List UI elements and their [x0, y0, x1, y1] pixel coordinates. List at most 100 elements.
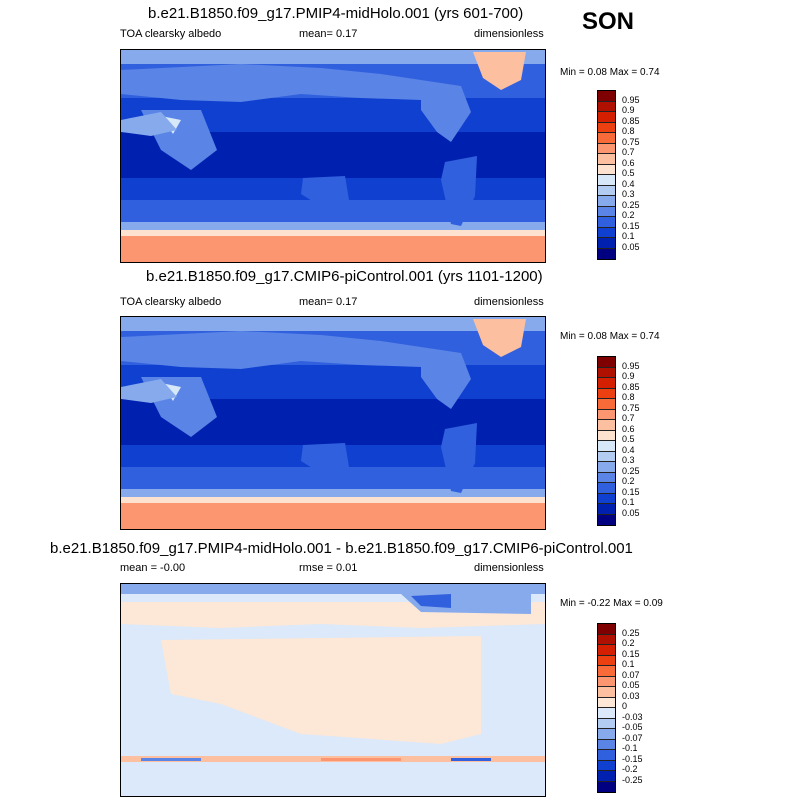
- panel-title: b.e21.B1850.f09_g17.PMIP4-midHolo.001 (y…: [148, 5, 524, 22]
- colorbar-swatch: [598, 91, 615, 102]
- colorbar-tick-label: 0.25: [622, 199, 640, 210]
- map-field: [121, 317, 545, 529]
- colorbar-tick-label: 0.25: [622, 465, 640, 476]
- minmax-label: Min = 0.08 Max = 0.74: [560, 331, 660, 342]
- colorbar-swatch: [598, 718, 615, 729]
- albedo-map: [120, 316, 546, 530]
- colorbar: [597, 90, 616, 260]
- colorbar-tick-label: -0.03: [622, 711, 643, 722]
- colorbar-swatch: [598, 739, 615, 750]
- colorbar-tick-label: 0.3: [622, 455, 635, 465]
- colorbar-swatch: [598, 185, 615, 196]
- mean-label: mean= 0.17: [299, 28, 358, 40]
- colorbar-tick-label: 0.2: [622, 210, 635, 220]
- colorbar-swatch: [598, 133, 615, 144]
- colorbar-tick-label: 0.1: [622, 231, 635, 241]
- variable-label: TOA clearsky albedo: [120, 28, 222, 40]
- panel-title: b.e21.B1850.f09_g17.PMIP4-midHolo.001 - …: [50, 540, 633, 557]
- colorbar: [597, 623, 616, 793]
- colorbar-tick-label: 0.1: [622, 659, 635, 669]
- minmax-label: Min = -0.22 Max = 0.09: [560, 598, 663, 609]
- colorbar-swatch: [598, 781, 615, 792]
- colorbar-swatch: [598, 472, 615, 483]
- colorbar-swatch: [598, 655, 615, 666]
- colorbar-tick-label: -0.05: [622, 722, 643, 732]
- colorbar-tick-label: 0.03: [622, 690, 640, 701]
- colorbar-swatch: [598, 409, 615, 420]
- colorbar-swatch: [598, 122, 615, 133]
- colorbar-swatch: [598, 483, 615, 494]
- colorbar-tick-label: 0.07: [622, 669, 640, 680]
- colorbar-tick-label: 0.5: [622, 168, 635, 178]
- colorbar-swatch: [598, 388, 615, 399]
- colorbar-swatch: [598, 760, 615, 771]
- colorbar-tick-label: 0.85: [622, 381, 640, 392]
- colorbar-tick-label: 0: [622, 701, 628, 711]
- colorbar-swatch: [598, 624, 615, 635]
- colorbar: [597, 356, 616, 526]
- colorbar-swatch: [598, 666, 615, 677]
- colorbar-tick-label: 0.6: [622, 157, 635, 168]
- colorbar-swatch: [598, 101, 615, 112]
- colorbar-tick-label: 0.15: [622, 648, 640, 659]
- colorbar-tick-label: 0.05: [622, 680, 640, 690]
- colorbar-tick-label: 0.4: [622, 444, 635, 455]
- units-label: dimensionless: [474, 28, 544, 40]
- colorbar-swatch: [598, 196, 615, 207]
- colorbar-swatch: [598, 697, 615, 708]
- colorbar-swatch: [598, 112, 615, 123]
- colorbar-tick-label: -0.07: [622, 732, 643, 743]
- colorbar-swatch: [598, 493, 615, 504]
- colorbar-tick-label: -0.15: [622, 753, 643, 764]
- colorbar-tick-label: 0.7: [622, 413, 635, 423]
- colorbar-swatch: [598, 378, 615, 389]
- colorbar-swatch: [598, 248, 615, 259]
- difference-map: [120, 583, 546, 797]
- colorbar-tick-label: 0.5: [622, 434, 635, 444]
- colorbar-tick-label: 0.6: [622, 423, 635, 434]
- colorbar-swatch: [598, 634, 615, 645]
- map-field: [121, 584, 545, 796]
- colorbar-swatch: [598, 420, 615, 431]
- colorbar-swatch: [598, 154, 615, 165]
- colorbar-tick-label: 0.3: [622, 189, 635, 199]
- colorbar-swatch: [598, 441, 615, 452]
- units-label: dimensionless: [474, 562, 544, 574]
- units-label: dimensionless: [474, 296, 544, 308]
- colorbar-swatch: [598, 238, 615, 249]
- map-field: [121, 50, 545, 262]
- colorbar-swatch: [598, 164, 615, 175]
- colorbar-swatch: [598, 357, 615, 368]
- colorbar-tick-label: 0.05: [622, 241, 640, 252]
- colorbar-tick-label: -0.1: [622, 743, 638, 753]
- variable-label: TOA clearsky albedo: [120, 296, 222, 308]
- colorbar-swatch: [598, 687, 615, 698]
- colorbar-tick-label: 0.85: [622, 115, 640, 126]
- colorbar-tick-label: -0.2: [622, 764, 638, 774]
- colorbar-swatch: [598, 206, 615, 217]
- colorbar-tick-label: 0.7: [622, 147, 635, 157]
- colorbar-tick-label: 0.95: [622, 94, 640, 105]
- colorbar-tick-label: 0.15: [622, 486, 640, 497]
- colorbar-swatch: [598, 227, 615, 238]
- season-label: SON: [582, 8, 635, 35]
- colorbar-tick-label: 0.8: [622, 392, 635, 402]
- colorbar-swatch: [598, 645, 615, 656]
- colorbar-tick-label: 0.25: [622, 627, 640, 638]
- colorbar-tick-label: 0.2: [622, 476, 635, 486]
- colorbar-swatch: [598, 514, 615, 525]
- minmax-label: Min = 0.08 Max = 0.74: [560, 67, 660, 78]
- colorbar-tick-label: 0.4: [622, 178, 635, 189]
- mean-label: mean = -0.00: [120, 562, 186, 574]
- colorbar-tick-label: 0.15: [622, 220, 640, 231]
- colorbar-tick-label: 0.75: [622, 402, 640, 413]
- colorbar-swatch: [598, 462, 615, 473]
- colorbar-swatch: [598, 504, 615, 515]
- colorbar-swatch: [598, 143, 615, 154]
- colorbar-swatch: [598, 771, 615, 782]
- panel-title: b.e21.B1850.f09_g17.CMIP6-piControl.001 …: [146, 268, 543, 285]
- colorbar-swatch: [598, 729, 615, 740]
- colorbar-swatch: [598, 451, 615, 462]
- albedo-map: [120, 49, 546, 263]
- colorbar-tick-label: 0.05: [622, 507, 640, 518]
